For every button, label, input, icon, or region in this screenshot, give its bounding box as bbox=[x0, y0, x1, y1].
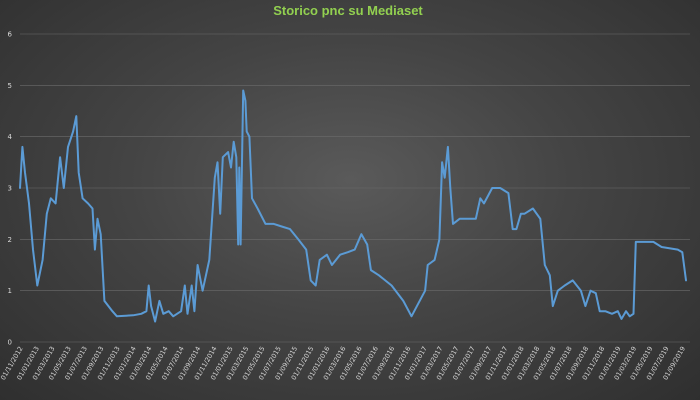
series-line-0 bbox=[19, 89, 687, 323]
chart-title: Storico pnc su Mediaset bbox=[273, 3, 423, 18]
y-tick-label: 6 bbox=[8, 31, 13, 39]
y-tick-label: 2 bbox=[8, 236, 12, 244]
y-tick-label: 0 bbox=[8, 339, 12, 347]
grid-lines bbox=[20, 33, 690, 343]
y-axis-tick-labels: 0 1 2 3 4 5 6 bbox=[8, 31, 13, 347]
y-tick-label: 4 bbox=[8, 133, 13, 141]
series-layer bbox=[19, 89, 687, 323]
y-tick-label: 3 bbox=[8, 185, 12, 193]
y-tick-label: 5 bbox=[8, 82, 12, 90]
y-tick-label: 1 bbox=[8, 287, 12, 295]
x-axis-tick-labels: 01/11/201201/01/201301/03/201301/05/2013… bbox=[0, 345, 687, 381]
